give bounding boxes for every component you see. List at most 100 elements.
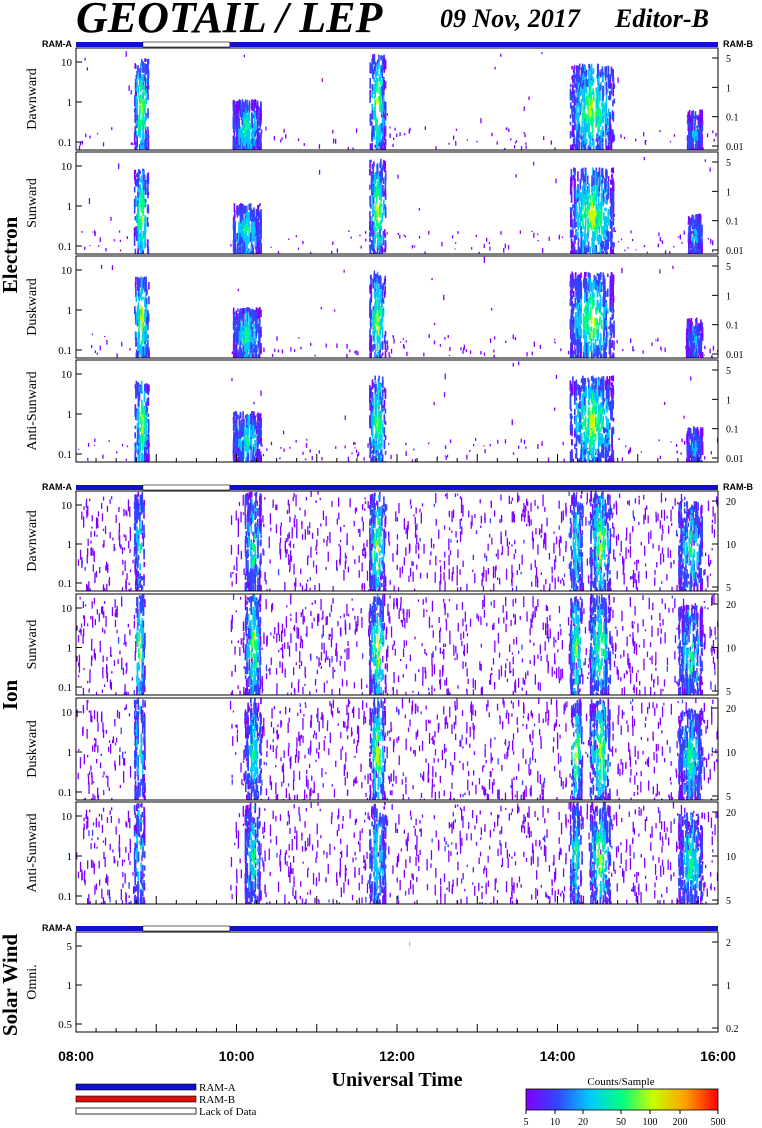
spectrogram-pixel <box>576 231 578 236</box>
spectrogram-pixel <box>700 147 703 150</box>
spectrogram-pixel <box>687 119 690 128</box>
spectrogram-pixel <box>239 113 241 118</box>
spectrogram-pixel <box>604 301 606 307</box>
spectrogram-pixel <box>245 129 247 140</box>
spectrogram-pixel <box>290 347 292 352</box>
spectrogram-pixel <box>582 201 584 212</box>
spectrogram-pixel <box>660 346 662 350</box>
spectrogram-pixel <box>573 236 576 242</box>
spectrogram-pixel <box>609 126 611 134</box>
spectrogram-pixel <box>142 127 144 139</box>
spectrogram-pixel <box>696 131 698 141</box>
spectrogram-pixel <box>237 308 239 312</box>
spectrogram-pixel <box>136 230 138 241</box>
spectrogram-pixel <box>673 245 675 248</box>
spectrogram-pixel <box>260 223 262 228</box>
spectrogram-pixel <box>581 64 584 73</box>
spectrogram-pixel <box>600 102 603 107</box>
spectrogram-pixel <box>583 70 586 75</box>
spectrogram-pixel <box>689 138 691 145</box>
spectrogram-pixel <box>575 249 577 254</box>
spectrogram-pixel <box>384 211 387 219</box>
spectrogram-pixel <box>372 196 375 204</box>
spectrogram-pixel <box>105 248 107 252</box>
spectrogram-pixel <box>252 313 255 323</box>
spectrogram-pixel <box>580 328 583 339</box>
spectrogram-pixel <box>233 235 236 242</box>
spectrogram-pixel <box>597 210 600 221</box>
spectrogram-pixel <box>381 165 383 173</box>
spectrogram-pixel <box>689 252 691 254</box>
spectrogram-pixel <box>593 210 595 216</box>
spectrogram-pixel <box>575 189 577 200</box>
spectrogram-pixel <box>608 176 610 182</box>
spectrogram-pixel <box>383 206 385 216</box>
spectrogram-pixel <box>235 140 237 150</box>
spectrogram-pixel <box>574 329 577 336</box>
spectrogram-pixel <box>578 341 581 347</box>
spectrogram-pixel <box>589 94 591 105</box>
mode-bar-segment <box>76 926 143 931</box>
spectrogram-pixel <box>600 286 602 290</box>
spectrogram-pixel <box>712 345 715 351</box>
spectrogram-pixel <box>381 140 383 147</box>
spectrogram-pixel <box>243 354 246 358</box>
spectrogram-pixel <box>694 250 696 254</box>
spectrogram-pixel <box>688 249 690 254</box>
spectrogram-pixel <box>373 270 376 276</box>
spectrogram-pixel <box>399 132 401 137</box>
spectrogram-pixel <box>575 110 578 116</box>
spectrogram-pixel <box>589 272 591 283</box>
spectrogram-pixel <box>318 169 321 175</box>
spectrogram-pixel <box>599 343 602 353</box>
spectrogram-pixel <box>591 175 593 187</box>
spectrogram-pixel <box>550 140 552 145</box>
spectrogram-pixel <box>591 208 593 218</box>
spectrogram-pixel <box>134 63 136 69</box>
spectrogram-pixel <box>441 242 443 247</box>
spectrogram-pixel <box>249 139 252 150</box>
spectrogram-pixel <box>601 196 604 207</box>
spectrogram-pixel <box>695 228 697 233</box>
spectrogram-pixel <box>489 338 492 343</box>
spectrogram-pixel <box>424 126 426 130</box>
spectrogram-pixel <box>244 119 246 124</box>
spectrogram-pixel <box>245 249 247 254</box>
spectrogram-pixel <box>250 318 252 329</box>
spectrogram-pixel <box>712 250 714 253</box>
spectrogram-pixel <box>578 143 580 150</box>
spectrogram-pixel <box>584 197 587 205</box>
spectrogram-pixel <box>376 163 379 175</box>
spectrogram-pixel <box>577 242 580 246</box>
spectrogram-pixel <box>140 288 142 297</box>
spectrogram-pixel <box>386 348 388 352</box>
spectrogram-pixel <box>606 240 609 247</box>
spectrogram-pixel <box>624 249 626 252</box>
spectrogram-pixel <box>609 283 612 293</box>
spectrogram-pixel <box>380 354 382 358</box>
spectrogram-pixel <box>604 278 606 290</box>
spectrogram-pixel <box>371 106 374 111</box>
spectrogram-pixel <box>233 220 236 229</box>
spectrogram-pixel <box>251 117 253 129</box>
spectrogram-pixel <box>605 115 608 122</box>
spectrogram-pixel <box>384 176 387 182</box>
spectrogram-pixel <box>147 108 149 116</box>
spectrogram-pixel <box>573 94 576 100</box>
spectrogram-pixel <box>700 109 702 116</box>
spectrogram-pixel <box>610 129 613 135</box>
spectrogram-pixel <box>251 311 253 321</box>
spectrogram-pixel <box>136 319 139 327</box>
spectrogram-pixel <box>601 240 603 249</box>
spectrogram-pixel <box>480 118 482 124</box>
spectrogram-pixel <box>249 232 252 241</box>
spectrogram-pixel <box>607 230 609 237</box>
spectrogram-pixel <box>592 231 594 237</box>
spectrogram-pixel <box>371 133 374 142</box>
spectrogram-pixel <box>374 144 376 148</box>
spectrogram-pixel <box>574 291 577 301</box>
spectrogram-pixel <box>233 214 236 221</box>
spectrogram-pixel <box>258 114 261 124</box>
spectrogram-pixel <box>137 193 140 199</box>
